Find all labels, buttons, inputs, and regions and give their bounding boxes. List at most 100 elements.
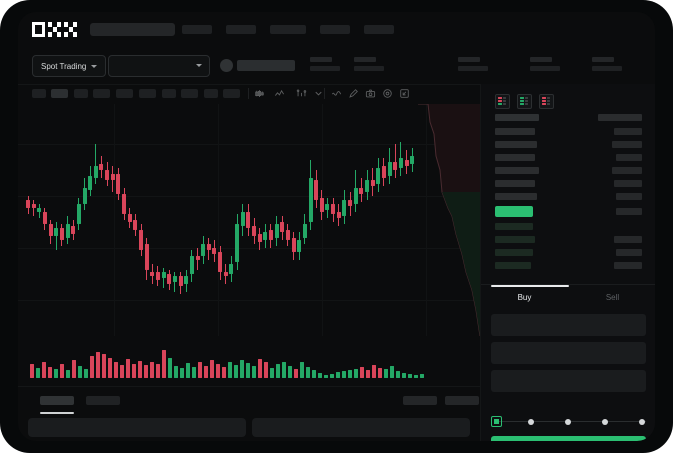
bottom-action-0[interactable] xyxy=(403,396,437,405)
bottom-action-1[interactable] xyxy=(445,396,479,405)
step-dot-current[interactable] xyxy=(491,416,502,427)
search-input[interactable] xyxy=(90,23,175,36)
volume-bar xyxy=(294,369,298,378)
volume-bar xyxy=(66,370,70,378)
orderbook-view-toggles[interactable] xyxy=(495,94,554,109)
timeframe-3[interactable] xyxy=(93,89,110,98)
orderbook-bid-price[interactable] xyxy=(495,223,533,230)
fullscreen-icon[interactable] xyxy=(399,88,410,99)
volume-bar xyxy=(258,359,262,378)
timeframe-6[interactable] xyxy=(162,89,176,98)
timeframe-9[interactable] xyxy=(223,89,240,98)
market-stat-0 xyxy=(310,57,340,71)
orderbook-bid-price[interactable] xyxy=(495,236,535,243)
timeframe-2[interactable] xyxy=(74,89,88,98)
logo-letter-k xyxy=(48,22,61,37)
volume-bar xyxy=(300,362,304,378)
volume-bar xyxy=(354,369,358,378)
camera-icon[interactable] xyxy=(365,88,376,99)
market-type-selector[interactable]: Spot Trading xyxy=(32,55,107,77)
bottom-tab-1[interactable] xyxy=(86,396,120,405)
stat-label xyxy=(310,57,332,62)
timeframe-0[interactable] xyxy=(32,89,46,98)
order-price-field[interactable] xyxy=(491,314,646,336)
order-book[interactable] xyxy=(481,114,655,284)
orderbook-ask-price[interactable] xyxy=(495,128,535,135)
volume-bar xyxy=(378,368,382,378)
orderbook-ask-price[interactable] xyxy=(495,193,537,200)
okx-logo[interactable] xyxy=(32,22,80,37)
volume-bar xyxy=(210,360,214,378)
timeframe-1[interactable] xyxy=(51,89,68,98)
nav-item-0[interactable] xyxy=(182,25,212,34)
step-dot-2[interactable] xyxy=(528,418,534,425)
stat-label xyxy=(592,57,614,62)
nav-item-2[interactable] xyxy=(270,25,306,34)
volume-bar xyxy=(168,358,172,378)
timeframe-8[interactable] xyxy=(204,89,218,98)
nav-item-1[interactable] xyxy=(226,25,256,34)
stat-value xyxy=(458,66,488,71)
volume-bar xyxy=(42,362,46,378)
tab-buy[interactable]: Buy xyxy=(517,293,532,302)
orderbook-ask-price[interactable] xyxy=(495,180,535,187)
orderbook-ask-amount xyxy=(612,141,642,148)
volume-bar xyxy=(138,361,142,378)
step-dot-5[interactable] xyxy=(639,418,645,425)
volume-bar xyxy=(48,367,52,378)
volume-bar xyxy=(342,371,346,378)
buy-sell-tabs[interactable]: Buy Sell xyxy=(481,284,655,311)
active-side-indicator xyxy=(491,285,569,287)
volume-bar xyxy=(312,370,316,378)
wave-icon[interactable] xyxy=(331,88,342,99)
volume-bar xyxy=(330,374,334,378)
bottom-panel-right[interactable] xyxy=(252,418,470,437)
volume-bar xyxy=(384,369,388,378)
orderbook-ask-price[interactable] xyxy=(495,141,537,148)
volume-bar xyxy=(162,350,166,378)
step-dot-3[interactable] xyxy=(565,418,571,425)
volume-bar xyxy=(318,373,322,378)
nav-item-4[interactable] xyxy=(364,25,394,34)
candles-icon[interactable] xyxy=(254,88,265,99)
order-total-field[interactable] xyxy=(491,370,646,392)
order-amount-field[interactable] xyxy=(491,342,646,364)
orderbook-bids-icon[interactable] xyxy=(517,94,532,109)
orderbook-ask-price[interactable] xyxy=(495,154,535,161)
app-screen: Spot Trading xyxy=(18,12,655,441)
volume-bar xyxy=(420,374,424,378)
timeframe-4[interactable] xyxy=(116,89,133,98)
step-dot-4[interactable] xyxy=(602,418,608,425)
indicators-icon[interactable] xyxy=(296,88,307,99)
timeframe-7[interactable] xyxy=(181,89,198,98)
submit-order-button[interactable] xyxy=(491,436,646,441)
orderbook-bid-price[interactable] xyxy=(495,262,531,269)
volume-bar xyxy=(174,366,178,378)
line-chart-icon[interactable] xyxy=(274,88,285,99)
orderbook-ask-price[interactable] xyxy=(495,167,539,174)
chevron-down-icon[interactable] xyxy=(313,88,324,99)
volume-bar xyxy=(102,354,106,378)
volume-bar xyxy=(192,367,196,378)
volume-bar xyxy=(126,359,130,378)
orderbook-asks-icon[interactable] xyxy=(539,94,554,109)
tab-sell[interactable]: Sell xyxy=(605,293,620,302)
volume-bar xyxy=(372,365,376,378)
trading-pair-selector[interactable] xyxy=(108,55,210,77)
volume-bar xyxy=(156,364,160,378)
nav-item-3[interactable] xyxy=(320,25,350,34)
bottom-panel-left[interactable] xyxy=(28,418,246,437)
volume-bar xyxy=(252,366,256,378)
orderbook-both-icon[interactable] xyxy=(495,94,510,109)
orderbook-header-price xyxy=(495,114,539,121)
volume-bar xyxy=(180,368,184,378)
orderbook-bid-price[interactable] xyxy=(495,249,533,256)
candlestick-chart[interactable] xyxy=(18,104,480,336)
volume-bar xyxy=(72,360,76,378)
pencil-icon[interactable] xyxy=(348,88,359,99)
settings-icon[interactable] xyxy=(382,88,393,99)
bottom-tab-0[interactable] xyxy=(40,396,74,405)
step-indicator xyxy=(491,416,646,428)
volume-bar xyxy=(240,360,244,378)
timeframe-5[interactable] xyxy=(139,89,156,98)
